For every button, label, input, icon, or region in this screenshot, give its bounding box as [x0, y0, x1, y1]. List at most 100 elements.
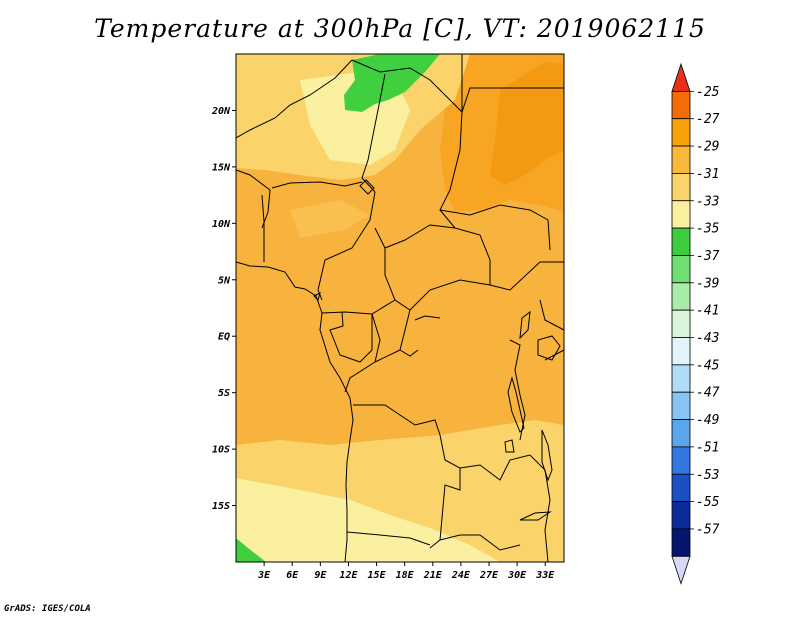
- colorbar-swatch: [671, 391, 691, 420]
- coastline-west: [236, 261, 354, 562]
- colorbar-swatch: [671, 90, 691, 120]
- lon-tick-label: 24E: [451, 570, 471, 581]
- colorbar-label: -57: [696, 522, 720, 537]
- border-niger-nigeria: [271, 181, 363, 189]
- colorbar-label: -37: [696, 249, 720, 264]
- lake-victoria: [537, 335, 561, 361]
- colorbar-label: -51: [696, 440, 719, 455]
- border-burkina: [236, 169, 271, 229]
- border-chad-sudan: [439, 111, 463, 229]
- colorbar-label: -35: [696, 222, 720, 237]
- colorbar-swatch: [671, 282, 691, 311]
- border-car: [374, 227, 491, 311]
- lat-tick-label: EQ: [218, 332, 230, 343]
- border-gabon: [329, 311, 373, 363]
- border-uganda-kenya: [539, 299, 564, 331]
- border-cameroon-south: [321, 299, 396, 315]
- colorbar-label: -31: [696, 167, 719, 182]
- colorbar-label: -29: [696, 140, 719, 155]
- map-axes: 20N 15N 10N 5N EQ 5S 10S 15S 3E 6E 9E 12E 15E 18E 21E 2…: [211, 106, 555, 581]
- colorbar-label: -49: [696, 413, 719, 428]
- border-libya-sudan: [461, 87, 564, 113]
- colorbar-swatch: [671, 118, 691, 147]
- border-south-sudan: [439, 204, 551, 251]
- colorbar-arrow-top: [671, 62, 691, 92]
- border-zambia: [459, 454, 546, 481]
- border-drc-east: [509, 339, 526, 441]
- island-bioko: [313, 292, 321, 301]
- colorbar-label: -47: [696, 386, 720, 401]
- field-band-27-29-core: [490, 62, 564, 185]
- boundaries: [236, 54, 564, 562]
- border-mozambique: [544, 469, 551, 562]
- lat-tick-label: 15S: [212, 501, 230, 512]
- lon-tick-label: 27E: [479, 570, 499, 581]
- border-niger-chad: [361, 73, 386, 193]
- border-car-north: [384, 224, 491, 285]
- colorbar-swatch: [671, 309, 691, 338]
- temperature-field: [236, 54, 564, 562]
- lake-tanganyika: [507, 376, 525, 433]
- border-namibia: [346, 531, 431, 546]
- lon-tick-label: 15E: [368, 570, 387, 581]
- colorbar-swatch: [671, 473, 691, 503]
- border-mali-niger: [236, 59, 353, 139]
- colorbar-swatch: [671, 419, 691, 448]
- lon-tick-label: 12E: [339, 570, 358, 581]
- field-band-35-37: [344, 54, 440, 112]
- lake-kariba: [519, 511, 552, 521]
- lat-tick-label: 10S: [212, 445, 230, 456]
- lon-tick-label: 18E: [396, 570, 415, 581]
- border-benin: [261, 194, 265, 262]
- colorbar-label: -27: [696, 112, 720, 127]
- map-frame: [235, 53, 565, 563]
- lake-albert: [519, 310, 531, 340]
- colorbar-label: -43: [696, 331, 719, 346]
- colorbar: -25 -27 -29 -31 -33 -35 -37 -39 -41 -43 -45 -47 -49 -…: [671, 62, 720, 585]
- colorbar-swatch: [671, 501, 691, 530]
- colorbar-swatch: [671, 364, 691, 393]
- river-congo: [414, 315, 441, 321]
- lon-tick-label: 30E: [507, 570, 527, 581]
- colorbar-label: -41: [696, 304, 719, 319]
- border-zambia-south: [439, 534, 521, 551]
- lake-mweru: [504, 439, 515, 453]
- lon-tick-label: 21E: [423, 570, 443, 581]
- colorbar-swatch: [671, 446, 691, 475]
- colorbar-label: -53: [696, 468, 719, 483]
- colorbar-swatch: [671, 200, 691, 229]
- colorbar-label: -25: [696, 85, 720, 100]
- field-band-33-35-south: [236, 478, 500, 562]
- lon-tick-label: 3E: [257, 570, 271, 581]
- colorbar-arrow-bottom: [671, 555, 691, 585]
- colorbar-swatch: [671, 145, 691, 174]
- lon-tick-label: 9E: [314, 570, 327, 581]
- border-nigeria-cameroon: [317, 191, 376, 301]
- lake-malawi: [541, 429, 553, 482]
- lat-tick-label: 5N: [218, 275, 231, 286]
- field-band-35-37-south: [236, 538, 266, 562]
- lat-tick-label: 20N: [211, 106, 231, 117]
- credit-text: GrADS: IGES/COLA: [4, 604, 91, 614]
- field-streak-mid: [290, 200, 370, 238]
- colorbar-swatch: [671, 337, 691, 366]
- colorbar-swatch: [671, 255, 691, 284]
- lat-tick-label: 10N: [212, 219, 231, 230]
- colorbar-swatch: [671, 528, 691, 557]
- border-algeria-niger: [351, 59, 463, 113]
- colorbar-label: -55: [696, 495, 720, 510]
- border-drc-angola: [353, 404, 461, 549]
- colorbar-label: -39: [696, 276, 719, 291]
- lake-chad: [359, 179, 375, 195]
- lat-tick-label: 15N: [212, 162, 231, 173]
- lon-tick-label: 6E: [286, 570, 299, 581]
- colorbar-swatch: [671, 172, 691, 202]
- lon-tick-label: 33E: [535, 570, 555, 581]
- lat-tick-label: 5S: [218, 388, 230, 399]
- colorbar-label: -45: [696, 358, 720, 373]
- river-ubangi: [399, 349, 419, 357]
- map-title: Temperature at 300hPa [C], VT: 201906211…: [94, 14, 706, 43]
- border-sudan-east: [489, 261, 564, 291]
- colorbar-label: -33: [696, 194, 719, 209]
